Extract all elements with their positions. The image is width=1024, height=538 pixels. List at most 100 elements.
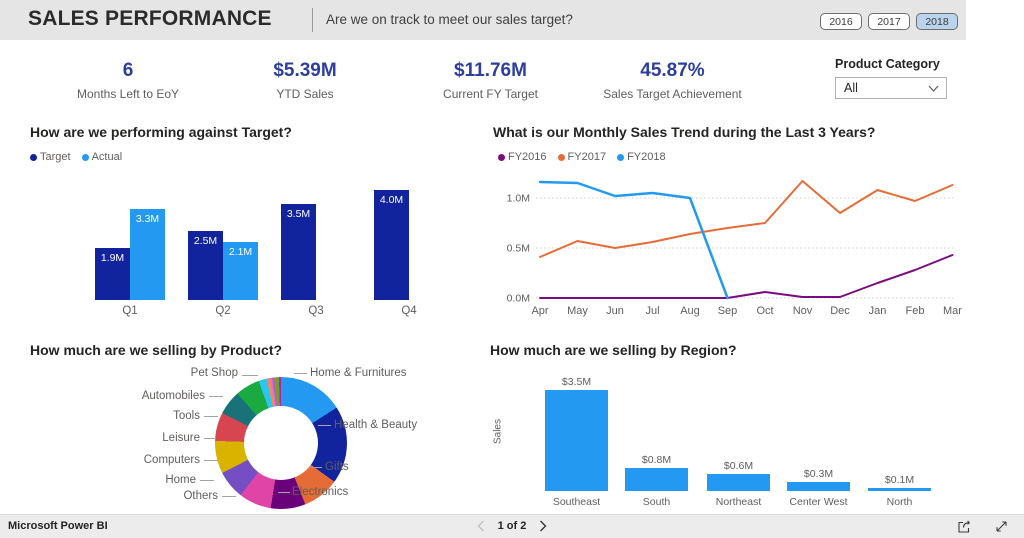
category-label-q1: Q1: [122, 305, 138, 317]
year-filter-group: 2016 2017 2018: [820, 13, 958, 30]
legend-label: Target: [40, 151, 71, 163]
bar-north[interactable]: [868, 488, 931, 491]
legend-item-actual: Actual: [81, 151, 123, 163]
legend-label: Actual: [91, 151, 123, 163]
category-label-north: North: [886, 496, 913, 508]
y-tick-label: 0.5M: [507, 243, 530, 255]
legend-item-fy2017: FY2017: [557, 151, 606, 163]
donut-label-pet-shop: Pet Shop: [190, 367, 238, 379]
next-page-button[interactable]: [539, 520, 547, 532]
x-tick-label-oct: Oct: [756, 305, 773, 317]
kpi-sales-target-achievement: 45.87% Sales Target Achievement: [565, 60, 780, 101]
x-tick-label-aug: Aug: [680, 305, 700, 317]
line-fy2017[interactable]: [539, 180, 954, 258]
fullscreen-icon[interactable]: [993, 518, 1010, 535]
bar-value-label: $0.8M: [641, 453, 672, 466]
header-bar: SALES PERFORMANCE Are we on track to mee…: [0, 0, 966, 40]
leader-line: [200, 480, 214, 481]
leader-line: [204, 460, 218, 461]
bar-data-label: 1.9M: [100, 251, 125, 264]
year-button-2017[interactable]: 2017: [868, 13, 910, 30]
product-panel: How much are we selling by Product? Home…: [30, 342, 480, 514]
page-navigator: 1 of 2: [0, 515, 1024, 537]
bar-northeast[interactable]: [707, 473, 770, 491]
kpi-row: 6 Months Left to EoY $5.39M YTD Sales $11.76…: [0, 60, 1024, 112]
bar-data-label: 2.1M: [228, 246, 253, 259]
donut-label-others: Others: [183, 490, 218, 502]
page-indicator: 1 of 2: [497, 520, 527, 532]
bar-value-label: $0.1M: [884, 474, 915, 486]
trend-chart-svg: 0.0M 0.5M 1.0M Apr May Jun Jul Aug Sep Oct Nov Dec J…: [507, 180, 962, 317]
bar-value-label: $0.3M: [803, 468, 834, 481]
kpi-months-left-to-eoy: 6 Months Left to EoY: [48, 60, 208, 101]
legend-label: FY2016: [508, 151, 547, 163]
kpi-label: Current FY Target: [443, 87, 538, 101]
x-tick-label-nov: Nov: [793, 305, 813, 317]
report-question: Are we on track to meet our sales target…: [326, 12, 573, 27]
target-chart-panel: How are we performing against Target? Ta…: [30, 124, 480, 329]
year-button-2018[interactable]: 2018: [916, 13, 958, 30]
x-tick-label-jul: Jul: [645, 305, 659, 317]
category-label-q2: Q2: [215, 305, 231, 317]
kpi-value: $11.76M: [454, 60, 527, 81]
category-label-southeast: Southeast: [552, 496, 601, 508]
kpi-value: $5.39M: [273, 60, 337, 81]
leader-line: [242, 375, 258, 376]
legend-dot-icon: [30, 153, 37, 161]
leader-line: [209, 396, 223, 397]
footer-actions: [956, 518, 1010, 535]
kpi-label: Sales Target Achievement: [603, 87, 742, 101]
bar-q1-target[interactable]: 1.9M: [95, 247, 130, 300]
bar-data-label: 2.5M: [193, 235, 218, 248]
legend-dot-icon: [81, 153, 89, 161]
line-fy2016[interactable]: [539, 254, 954, 299]
x-tick-label-jan: Jan: [869, 305, 887, 317]
bar-center-west[interactable]: [787, 482, 850, 491]
region-chart-panel: How much are we selling by Region? Sales…: [490, 342, 1020, 514]
trend-legend: FY2016 FY2017 FY2018: [498, 151, 666, 163]
target-legend: Target Actual: [30, 151, 122, 163]
region-y-axis-label: Sales: [492, 419, 504, 445]
bar-q2-actual[interactable]: 2.1M: [223, 242, 258, 300]
donut-label-leisure: Leisure: [162, 432, 200, 444]
product-category-dropdown[interactable]: All: [835, 77, 947, 99]
line-fy2018[interactable]: [538, 180, 729, 300]
prev-page-button[interactable]: [477, 520, 485, 532]
kpi-value: 6: [122, 60, 134, 81]
donut-label-tools: Tools: [173, 410, 200, 422]
year-button-2016[interactable]: 2016: [820, 13, 862, 30]
target-chart-title: How are we performing against Target?: [30, 124, 292, 140]
legend-item-fy2018: FY2018: [617, 151, 666, 163]
bar-south[interactable]: [625, 467, 688, 491]
x-tick-label-dec: Dec: [830, 305, 850, 317]
share-icon[interactable]: [956, 518, 973, 535]
bar-southeast[interactable]: [545, 389, 608, 491]
target-chart-plot: 1.9M 3.3M Q1 2.5M 2.1M Q2 3.5M Q3 4.0M Q4: [30, 172, 480, 324]
category-label-center-west: Center West: [789, 496, 848, 508]
kpi-label: YTD Sales: [276, 87, 334, 101]
y-tick-label: 1.0M: [507, 193, 530, 205]
category-label-q3: Q3: [308, 305, 324, 317]
bar-q2-target[interactable]: 2.5M: [188, 231, 223, 300]
product-category-value: All: [844, 81, 858, 95]
bar-q1-actual[interactable]: 3.3M: [130, 209, 165, 300]
donut-label-home-furnitures: Home & Furnitures: [310, 367, 407, 379]
powerbi-brand-label: Microsoft Power BI: [8, 520, 108, 532]
bar-q4-target[interactable]: 4.0M: [374, 190, 409, 300]
legend-item-target: Target: [30, 151, 71, 163]
leader-line: [278, 492, 290, 493]
bar-data-label: 3.5M: [286, 207, 311, 220]
product-chart-title: How much are we selling by Product?: [30, 342, 283, 358]
kpi-ytd-sales: $5.39M YTD Sales: [225, 60, 385, 101]
x-tick-label-feb: Feb: [906, 305, 925, 317]
legend-label: FY2018: [627, 151, 666, 163]
donut-label-health-beauty: Health & Beauty: [334, 419, 418, 431]
bar-q3-target[interactable]: 3.5M: [281, 203, 316, 300]
bar-value-label: $0.6M: [723, 459, 754, 472]
category-label-northeast: Northeast: [715, 496, 762, 508]
y-tick-label: 0.0M: [507, 293, 530, 305]
leader-line: [318, 425, 331, 426]
donut-label-gifts: Gifts: [325, 461, 349, 473]
chevron-down-icon: [928, 85, 939, 92]
x-tick-label-mar: Mar: [943, 305, 962, 317]
